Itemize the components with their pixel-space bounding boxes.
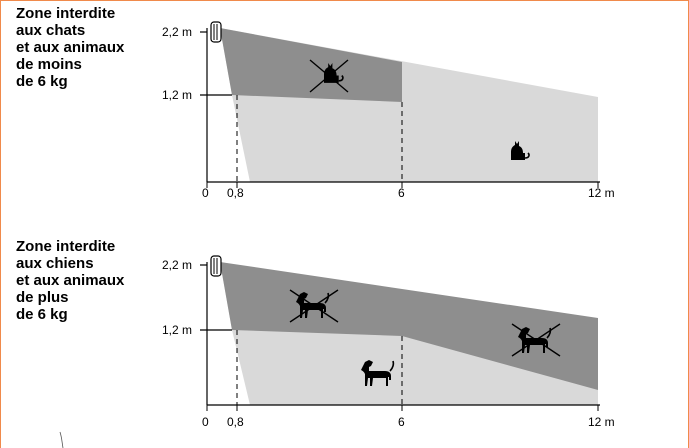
tick-label: 0 bbox=[202, 415, 209, 429]
tick-label: 12 m bbox=[588, 186, 615, 200]
height-label: 2,2 m bbox=[162, 25, 192, 39]
label-line: de plus bbox=[16, 289, 69, 306]
panel-2-label: Zone interdite aux chiens et aux animaux… bbox=[16, 238, 124, 323]
label-line: aux chats bbox=[16, 22, 86, 39]
sensor-icon bbox=[210, 255, 222, 277]
label-line: Zone interdite bbox=[16, 238, 116, 255]
label-line: Zone interdite bbox=[16, 5, 116, 22]
label-line: aux chiens bbox=[16, 255, 94, 272]
panel-1-diagram: 2,2 m 1,2 m 0 0,8 6 12 m bbox=[162, 21, 615, 200]
sensor-icon bbox=[210, 21, 222, 43]
forbidden-zone bbox=[220, 28, 402, 102]
tick-label: 0 bbox=[202, 186, 209, 200]
tick-label: 12 m bbox=[588, 415, 615, 429]
label-line: et aux animaux bbox=[16, 272, 125, 289]
label-line: de 6 kg bbox=[16, 73, 68, 90]
crossed-cat-icon bbox=[309, 59, 349, 93]
panel-1-label: Zone interdite aux chats et aux animaux … bbox=[16, 5, 124, 90]
crossed-dog-icon bbox=[511, 323, 561, 357]
label-line: et aux animaux bbox=[16, 39, 125, 56]
tick-label: 6 bbox=[398, 415, 405, 429]
forbidden-zone bbox=[220, 262, 598, 390]
tick-label: 6 bbox=[398, 186, 405, 200]
height-label: 1,2 m bbox=[162, 88, 192, 102]
crossed-dog-icon bbox=[289, 289, 339, 323]
pen-mark bbox=[59, 431, 64, 448]
height-label: 1,2 m bbox=[162, 323, 192, 337]
height-label: 2,2 m bbox=[162, 258, 192, 272]
panel-2-diagram: 2,2 m 1,2 m 0 0,8 6 12 m bbox=[162, 255, 615, 429]
label-line: de 6 kg bbox=[16, 306, 68, 323]
tick-label: 0,8 bbox=[227, 186, 244, 200]
label-line: de moins bbox=[16, 56, 82, 73]
tick-label: 0,8 bbox=[227, 415, 244, 429]
